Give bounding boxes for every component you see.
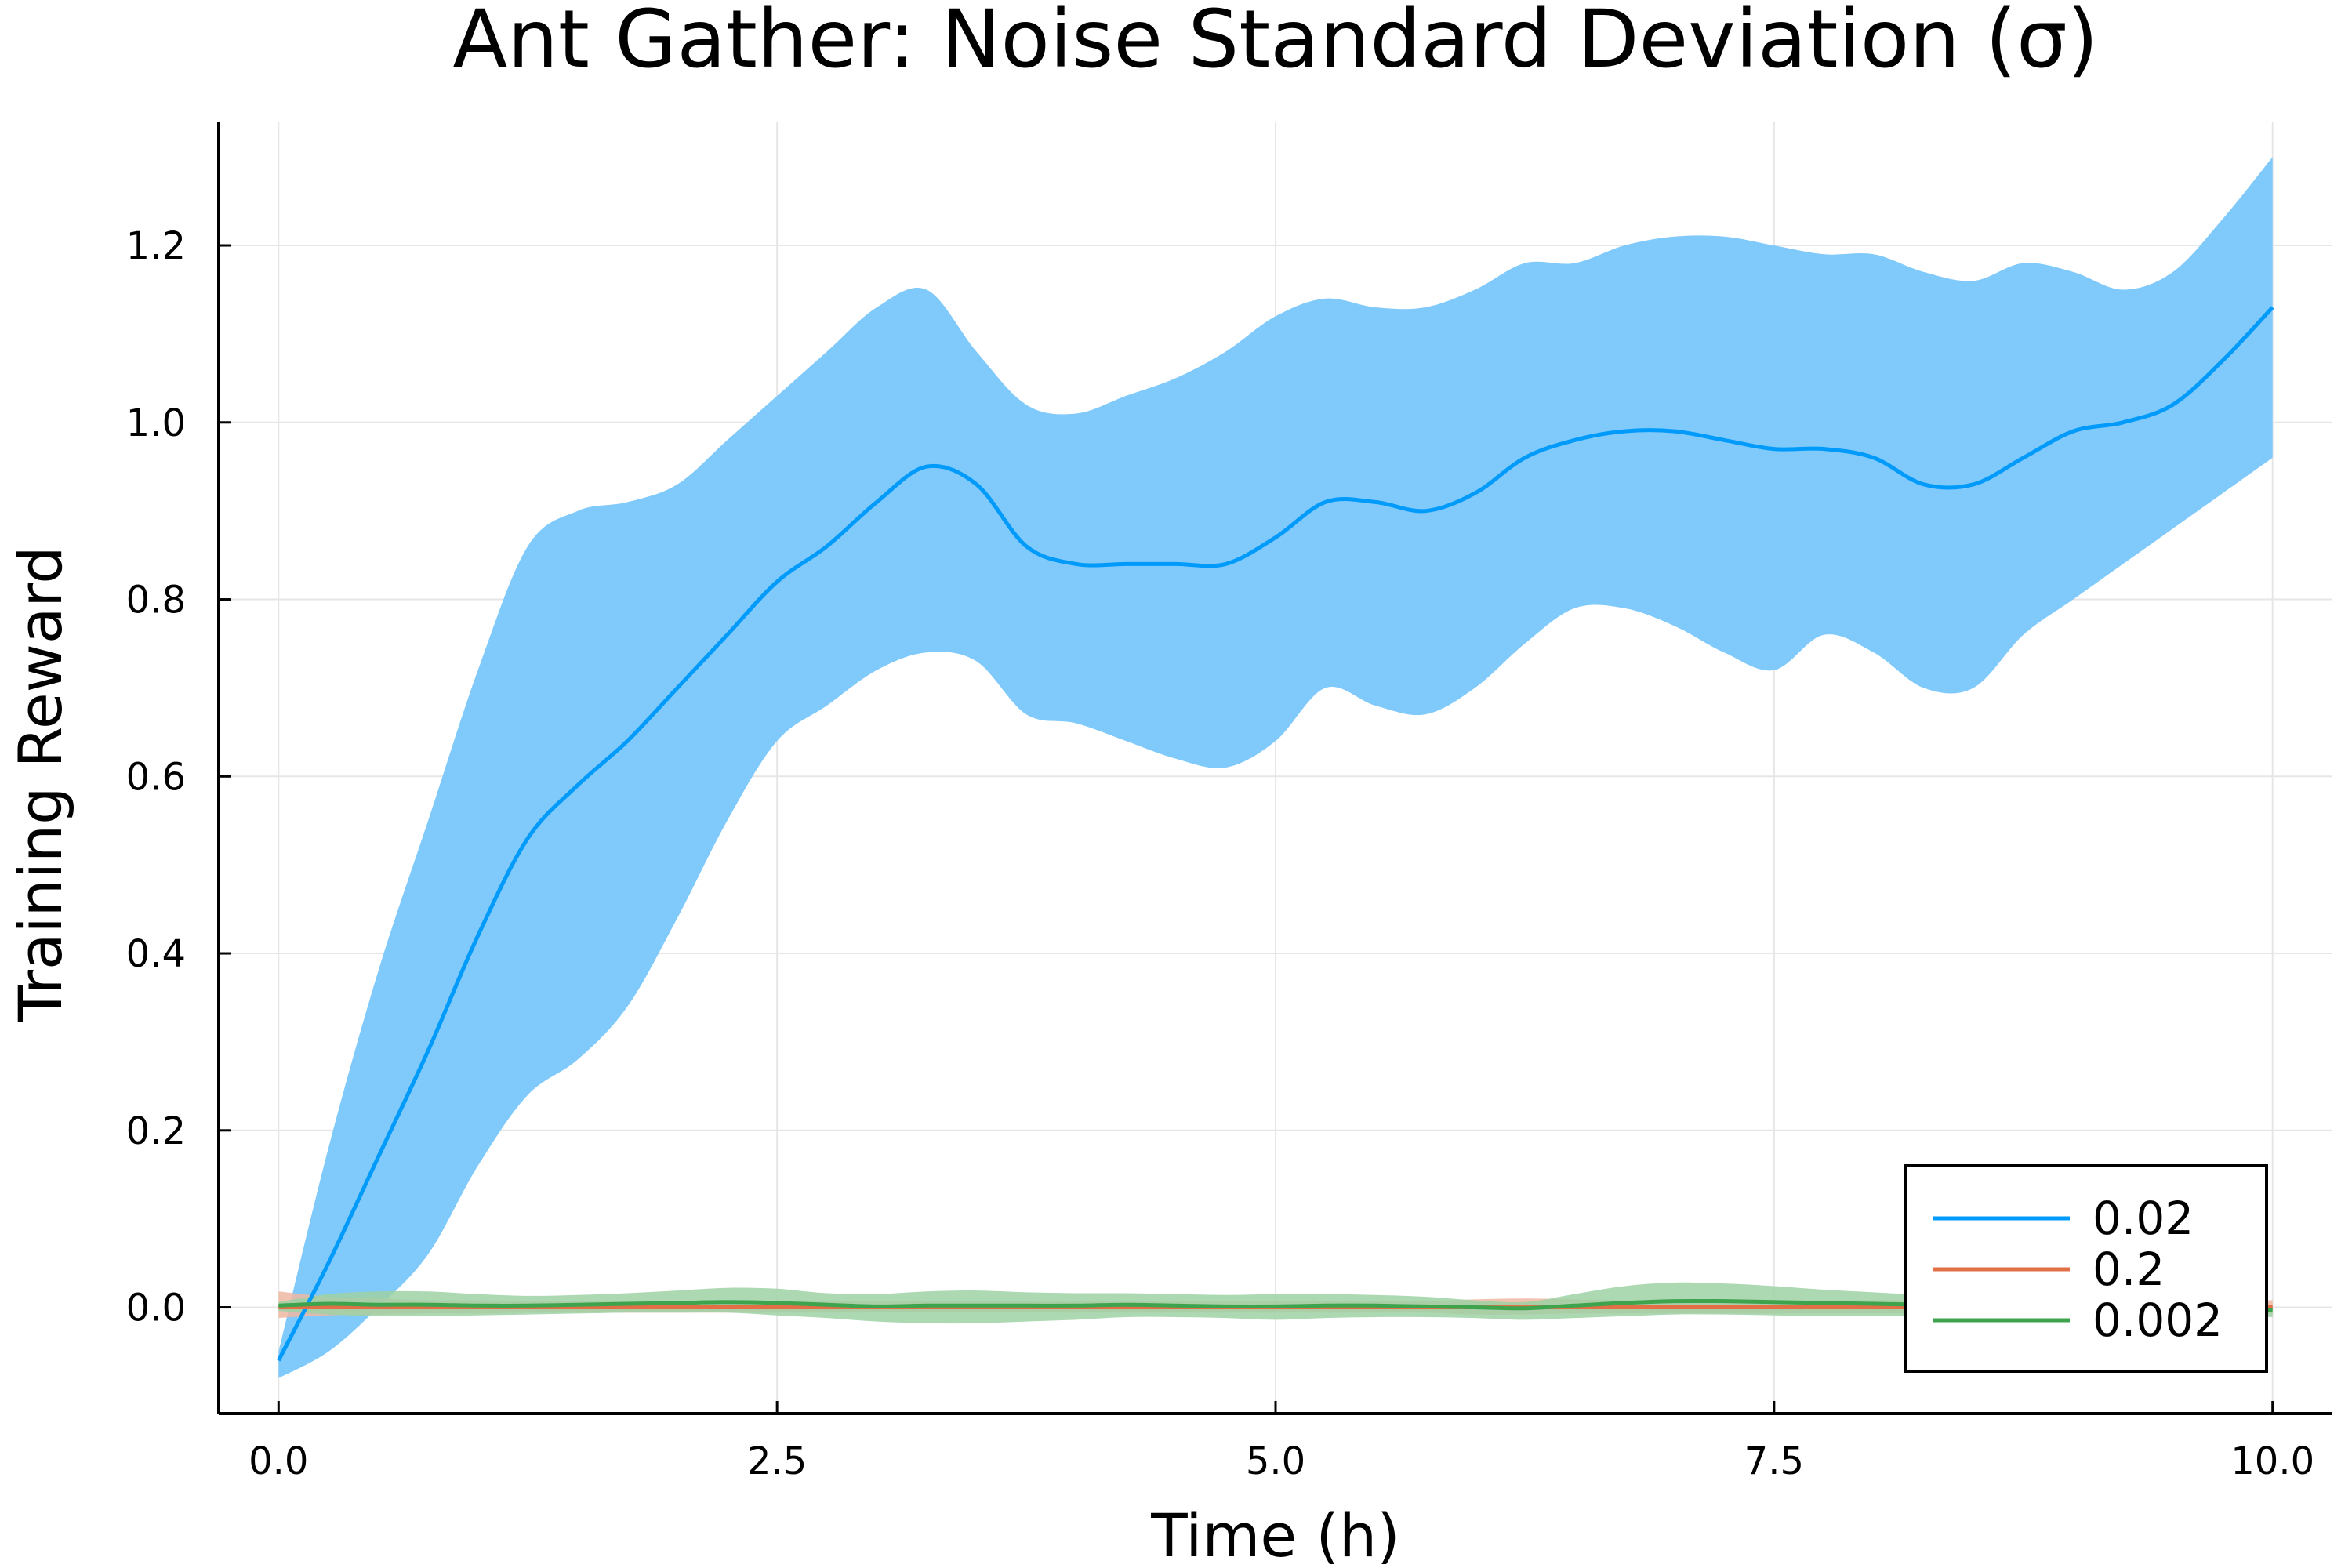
x-tick-label: 5.0 bbox=[1246, 1439, 1305, 1483]
chart-title: Ant Gather: Noise Standard Deviation (σ) bbox=[452, 0, 2098, 86]
band-series-0.002 bbox=[278, 1282, 2273, 1324]
legend: 0.020.20.002 bbox=[1904, 1164, 2268, 1373]
line-series-0.02 bbox=[277, 306, 2274, 1362]
y-tick-label: 0.0 bbox=[126, 1287, 186, 1330]
x-tick-label: 10.0 bbox=[2230, 1439, 2314, 1483]
x-tick-label: 0.0 bbox=[249, 1439, 308, 1483]
x-tick-label: 7.5 bbox=[1744, 1439, 1804, 1483]
x-axis-title: Time (h) bbox=[1150, 1501, 1400, 1568]
axes bbox=[217, 122, 2332, 1415]
y-tick-label: 0.8 bbox=[126, 579, 186, 622]
legend-label-0.002: 0.002 bbox=[2092, 1294, 2223, 1347]
y-tick-label: 1.0 bbox=[126, 401, 186, 445]
y-tick-label: 0.4 bbox=[126, 932, 186, 976]
legend-label-0.2: 0.2 bbox=[2092, 1243, 2165, 1296]
band-series-0.02 bbox=[278, 157, 2273, 1378]
tick-labels: 0.0 2.5 5.0 7.5 10.0 0.0 0.2 0.4 0.6 0.8 1.0 1.2 bbox=[126, 224, 2314, 1483]
legend-label-0.02: 0.02 bbox=[2092, 1192, 2194, 1245]
y-axis-title: Training Reward bbox=[5, 546, 75, 1022]
y-tick-label: 0.2 bbox=[126, 1109, 186, 1153]
x-tick-label: 2.5 bbox=[747, 1439, 807, 1483]
y-tick-label: 1.2 bbox=[126, 224, 186, 268]
y-tick-label: 0.6 bbox=[126, 755, 186, 799]
